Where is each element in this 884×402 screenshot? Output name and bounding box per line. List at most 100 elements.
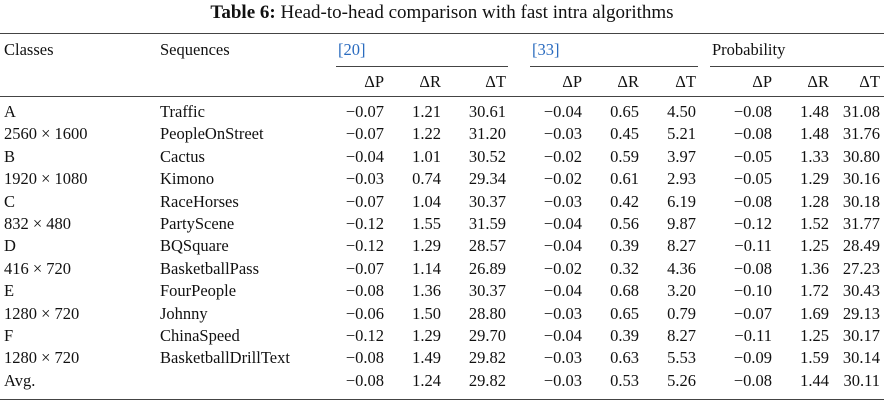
row-value: 1.25 [800,326,829,345]
row-value: −0.07 [345,259,384,278]
row-sequence: PartyScene [160,214,235,233]
row-sequence: BQSquare [160,236,229,255]
row-value: 5.26 [667,371,696,390]
group-rule-1 [336,66,508,67]
row-value: −0.08 [733,192,772,211]
row-value: −0.12 [345,326,384,345]
row-value: 0.68 [610,281,639,300]
row-value: 30.11 [843,371,880,390]
row-value: −0.08 [345,371,384,390]
header-classes: Classes [4,40,54,59]
row-value: 0.53 [610,371,639,390]
row-value: −0.12 [733,214,772,233]
row-class: B [4,147,16,166]
row-value: 1.25 [800,236,829,255]
row-value: −0.10 [733,281,772,300]
subheader-7: ΔR [807,72,829,91]
row-value: −0.08 [733,124,772,143]
row-value: 0.32 [610,259,639,278]
row-value: 1.48 [800,124,829,143]
row-value: 0.61 [610,169,639,188]
row-value: −0.05 [733,169,772,188]
row-value: 29.70 [468,326,506,345]
row-value: −0.08 [733,371,772,390]
row-value: 27.23 [842,259,880,278]
row-class: A [4,102,16,121]
top-rule [0,33,884,34]
row-value: 1.59 [800,348,829,367]
row-value: 0.39 [610,326,639,345]
row-value: −0.08 [733,259,772,278]
row-sequence: RaceHorses [160,192,239,211]
header-rule [0,96,884,97]
row-value: 1.50 [412,304,441,323]
row-class: Avg. [4,371,36,390]
row-value: −0.03 [543,192,582,211]
row-value: 0.65 [610,304,639,323]
row-value: −0.03 [543,371,582,390]
row-value: 5.53 [667,348,696,367]
row-value: −0.07 [345,192,384,211]
row-value: 30.61 [468,102,506,121]
row-class: 2560 × 1600 [4,124,88,143]
row-value: 1.36 [412,281,441,300]
row-class: 1280 × 720 [4,304,80,323]
row-value: −0.04 [543,214,582,233]
row-value: 0.45 [610,124,639,143]
row-value: 0.42 [610,192,639,211]
row-value: 4.36 [667,259,696,278]
row-value: −0.04 [345,147,384,166]
row-value: 1.33 [800,147,829,166]
row-value: −0.04 [543,236,582,255]
row-value: 1.29 [412,326,441,345]
header-group-ref-33: [33] [532,40,560,59]
row-value: 28.80 [468,304,506,323]
row-value: 1.49 [412,348,441,367]
row-sequence: ChinaSpeed [160,326,240,345]
row-value: 30.37 [468,281,506,300]
row-value: 29.82 [468,371,506,390]
row-sequence: Traffic [160,102,205,121]
subheader-5: ΔT [675,72,696,91]
row-value: 0.65 [610,102,639,121]
row-value: −0.04 [543,102,582,121]
row-value: −0.02 [543,147,582,166]
row-value: 30.16 [842,169,880,188]
row-value: 6.19 [667,192,696,211]
row-value: 0.56 [610,214,639,233]
row-value: 3.97 [667,147,696,166]
row-value: −0.03 [345,169,384,188]
row-value: 29.13 [842,304,880,323]
subheader-6: ΔP [752,72,772,91]
row-value: −0.04 [543,281,582,300]
row-class: D [4,236,16,255]
row-value: −0.03 [543,124,582,143]
row-class: 416 × 720 [4,259,72,278]
row-value: 30.52 [468,147,506,166]
row-value: −0.08 [345,348,384,367]
row-value: 30.14 [842,348,880,367]
row-value: −0.12 [345,236,384,255]
row-value: 30.37 [468,192,506,211]
row-value: −0.09 [733,348,772,367]
row-value: 28.49 [842,236,880,255]
row-value: −0.02 [543,169,582,188]
row-value: −0.04 [543,326,582,345]
row-value: 0.63 [610,348,639,367]
row-value: −0.02 [543,259,582,278]
row-value: 1.24 [412,371,441,390]
row-value: 3.20 [667,281,696,300]
row-value: 30.80 [842,147,880,166]
row-value: 5.21 [667,124,696,143]
subheader-4: ΔR [617,72,639,91]
row-value: −0.12 [345,214,384,233]
header-group-ref-20: [20] [338,40,366,59]
row-sequence: FourPeople [160,281,237,300]
row-value: 4.50 [667,102,696,121]
row-value: −0.05 [733,147,772,166]
row-sequence: Cactus [160,147,205,166]
row-value: 1.28 [800,192,829,211]
row-class: 832 × 480 [4,214,72,233]
bottom-rule [0,399,884,400]
row-value: 1.04 [412,192,441,211]
